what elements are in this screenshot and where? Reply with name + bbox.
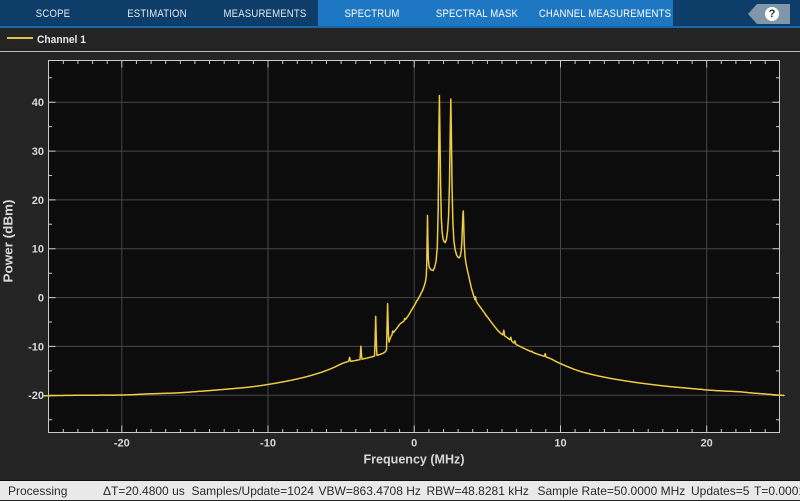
svg-text:40: 40 [32, 97, 44, 109]
svg-text:Power (dBm): Power (dBm) [1, 200, 16, 283]
svg-text:30: 30 [32, 146, 44, 158]
svg-text:-10: -10 [260, 438, 276, 450]
svg-text:0: 0 [38, 293, 44, 305]
svg-text:Frequency (MHz): Frequency (MHz) [364, 452, 465, 467]
svg-text:-10: -10 [28, 341, 44, 353]
svg-text:20: 20 [701, 438, 713, 450]
svg-text:10: 10 [32, 244, 44, 256]
svg-text:-20: -20 [114, 438, 130, 450]
svg-text:20: 20 [32, 195, 44, 207]
svg-text:10: 10 [554, 438, 566, 450]
svg-text:-20: -20 [28, 390, 44, 402]
svg-text:0: 0 [411, 438, 417, 450]
